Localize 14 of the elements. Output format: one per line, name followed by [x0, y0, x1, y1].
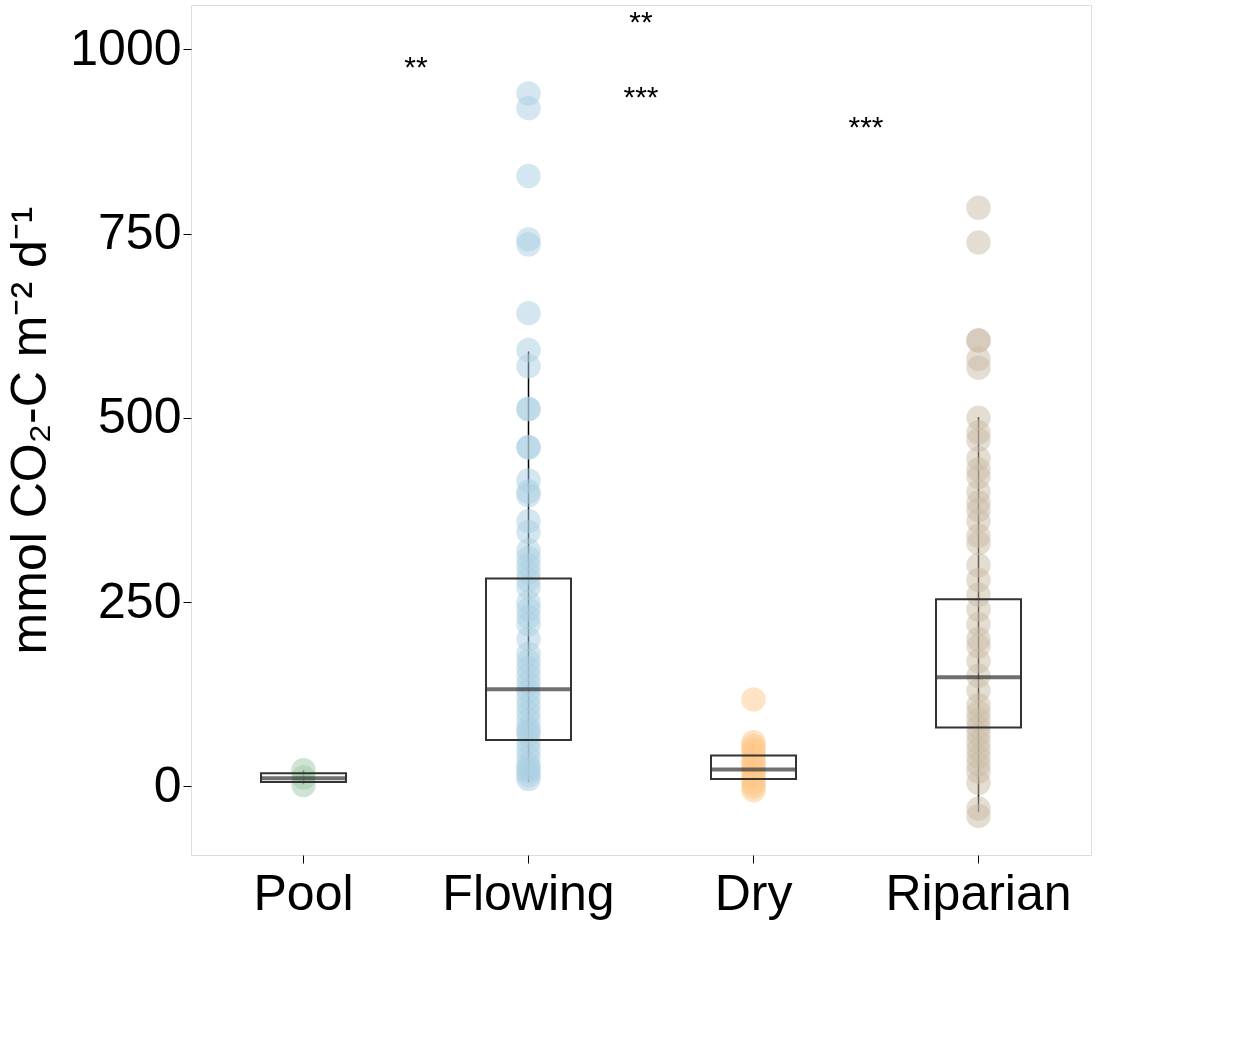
y-tick-label: 250: [98, 572, 182, 629]
annotation: ***: [623, 80, 659, 113]
annotation: **: [629, 5, 653, 38]
y-tick-label: 750: [98, 204, 182, 261]
y-tick-label: 500: [98, 388, 182, 445]
y-tick-label: 0: [153, 756, 182, 813]
annotation: ***: [848, 110, 884, 143]
annotation: **: [404, 50, 428, 83]
y-tick-label: 1000: [70, 19, 182, 76]
x-tick-label: Flowing: [442, 864, 615, 921]
x-tick-label: Dry: [714, 864, 793, 921]
x-tick-label: Pool: [253, 864, 354, 921]
y-axis-title: mmol CO₂-C m⁻² d⁻¹: [1, 206, 58, 655]
x-tick-label: Riparian: [885, 864, 1072, 921]
